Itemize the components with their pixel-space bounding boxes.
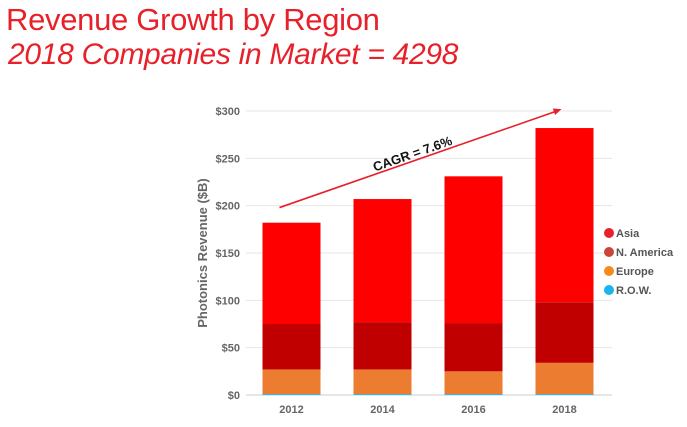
- bar-segment-europe-2016: [444, 371, 503, 395]
- legend-item-asia: Asia: [604, 228, 640, 240]
- bar-segment-asia-2018: [535, 128, 594, 303]
- legend-item-n-america: N. America: [604, 247, 674, 259]
- bars: [262, 128, 594, 395]
- x-tick-label: 2014: [370, 404, 395, 416]
- bar-segment-europe-2012: [262, 369, 321, 395]
- bar-segment-europe-2014: [353, 369, 412, 395]
- bar-segment-r-o-w-2018: [535, 394, 594, 395]
- y-axis-label: Photonics Revenue ($B): [195, 178, 210, 328]
- x-axis-ticks: 2012 2014 2016 2018: [279, 404, 576, 416]
- bar-segment-n-america-2018: [535, 302, 594, 363]
- trend-arrow-line: [279, 110, 556, 209]
- y-tick-label: $300: [216, 106, 240, 118]
- bar-segment-asia-2012: [262, 222, 321, 324]
- bar-segment-n-america-2012: [262, 324, 321, 370]
- y-axis-ticks: $0 $50 $100 $150 $200 $250 $300: [216, 106, 240, 402]
- legend-marker-icon: [604, 285, 614, 295]
- x-tick-label: 2018: [552, 404, 576, 416]
- bar-segment-europe-2018: [535, 362, 594, 395]
- bar-segment-r-o-w-2012: [262, 394, 321, 395]
- bar-segment-n-america-2016: [444, 323, 503, 372]
- bar-segment-asia-2014: [353, 199, 412, 323]
- bar-segment-r-o-w-2016: [444, 394, 503, 395]
- legend-label: N. America: [616, 247, 674, 259]
- y-tick-label: $150: [216, 248, 240, 260]
- legend-label: Asia: [616, 228, 640, 240]
- legend-marker-icon: [604, 247, 614, 257]
- bar-segment-r-o-w-2014: [353, 394, 412, 395]
- page-subtitle: 2018 Companies in Market = 4298: [8, 38, 459, 71]
- y-tick-label: $250: [216, 153, 240, 165]
- y-tick-label: $200: [216, 201, 240, 213]
- legend-marker-icon: [604, 228, 614, 238]
- legend-item-europe: Europe: [604, 266, 654, 278]
- x-tick-label: 2012: [279, 404, 303, 416]
- cagr-label: CAGR = 7.6%: [371, 133, 454, 175]
- y-tick-label: $50: [222, 343, 240, 355]
- trend-arrow-head: [552, 108, 562, 116]
- bar-segment-n-america-2014: [353, 322, 412, 370]
- legend: Asia N. America Europe R.O.W.: [604, 228, 674, 297]
- bar-segment-asia-2016: [444, 176, 503, 324]
- x-tick-label: 2016: [461, 404, 485, 416]
- y-tick-label: $0: [228, 390, 240, 402]
- y-tick-label: $100: [216, 295, 240, 307]
- legend-label: R.O.W.: [616, 285, 651, 297]
- page-title: Revenue Growth by Region: [6, 2, 380, 37]
- legend-marker-icon: [604, 266, 614, 276]
- legend-label: Europe: [616, 266, 654, 278]
- legend-item-r-o-w: R.O.W.: [604, 285, 651, 297]
